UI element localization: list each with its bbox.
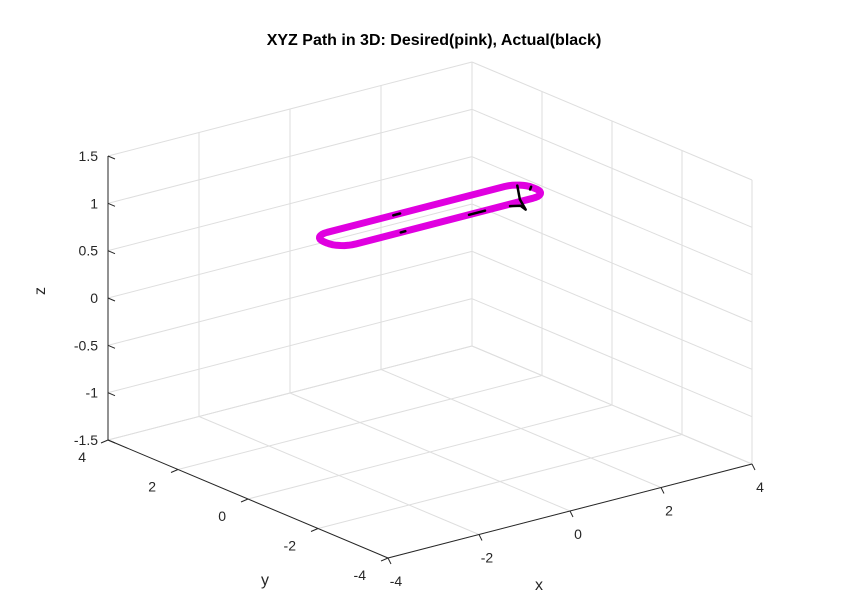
y-tick-mark xyxy=(240,498,249,503)
grid-line xyxy=(107,108,473,204)
x-tick-mark xyxy=(660,487,665,494)
grid-line xyxy=(471,61,753,181)
y-tick-mark xyxy=(170,469,179,473)
grid-line xyxy=(247,404,613,500)
grid-line xyxy=(107,156,473,252)
y-tick-label: -4 xyxy=(354,567,367,583)
z-tick-label: 1 xyxy=(90,195,98,211)
grid-line xyxy=(471,298,753,418)
z-axis-label: z xyxy=(32,287,49,295)
x-tick-mark xyxy=(478,534,483,541)
y-tick-label: 2 xyxy=(148,479,156,495)
z-tick-mark xyxy=(107,439,116,444)
z-tick-mark xyxy=(107,344,116,349)
x-tick-mark xyxy=(387,557,392,565)
x-tick-label: -2 xyxy=(481,550,494,566)
grid-line xyxy=(107,250,473,346)
x-tick-label: -4 xyxy=(390,573,403,589)
actual-path-segment xyxy=(467,209,487,217)
z-tick-label: -0.5 xyxy=(74,337,98,353)
grid-line xyxy=(471,156,753,276)
x-axis-label: x xyxy=(535,577,543,594)
x-tick-label: 2 xyxy=(665,503,673,519)
y-tick-label: 0 xyxy=(218,508,226,524)
actual-path-segment xyxy=(392,212,402,217)
y-tick-mark xyxy=(100,439,109,444)
grid-line xyxy=(177,375,543,470)
z-tick-mark xyxy=(107,202,116,207)
grid-line xyxy=(107,345,473,441)
y-tick-mark xyxy=(380,557,389,562)
z-tick-mark xyxy=(107,392,116,397)
x-tick-mark xyxy=(569,510,574,518)
z-tick-label: 0.5 xyxy=(79,243,99,259)
x-tick-mark xyxy=(751,463,756,471)
grid-line xyxy=(107,298,473,394)
grid-line xyxy=(471,108,753,228)
grid-line xyxy=(471,345,753,465)
grid-line xyxy=(471,250,753,370)
x-tick-label: 4 xyxy=(756,479,764,495)
y-tick-label: -2 xyxy=(284,538,297,554)
z-tick-mark xyxy=(107,155,116,160)
z-tick-label: -1.5 xyxy=(74,432,98,448)
actual-path-segment xyxy=(528,185,533,191)
x-tick-label: 0 xyxy=(574,526,582,542)
chart-title: XYZ Path in 3D: Desired(pink), Actual(bl… xyxy=(267,32,602,49)
grid-line xyxy=(107,61,473,157)
z-tick-mark xyxy=(107,250,116,255)
grid-line xyxy=(471,203,753,323)
grid-line xyxy=(107,203,473,299)
z-tick-mark xyxy=(107,297,116,302)
y-tick-mark xyxy=(310,528,319,532)
y-axis-label: y xyxy=(261,572,269,589)
axes xyxy=(100,155,756,565)
grid-line xyxy=(317,434,683,529)
z-tick-label: 1.5 xyxy=(79,148,99,164)
y-tick-label: 4 xyxy=(78,449,86,465)
z-tick-label: -1 xyxy=(86,385,99,401)
grid xyxy=(107,61,753,559)
desired-path-line xyxy=(316,181,544,250)
actual-path-segment xyxy=(399,229,407,234)
actual-path-segment xyxy=(508,184,527,211)
z-tick-label: 0 xyxy=(90,290,98,306)
series-group xyxy=(316,181,544,250)
